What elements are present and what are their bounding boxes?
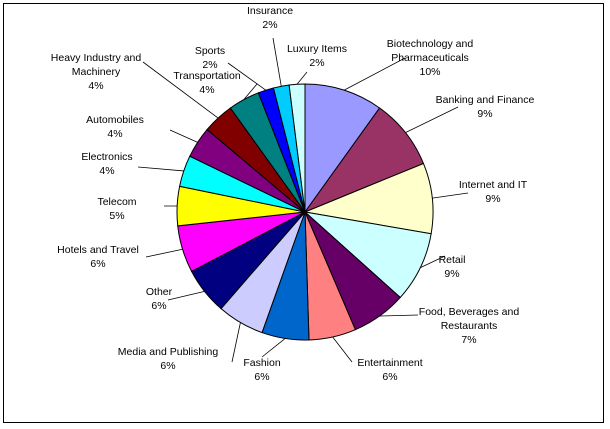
slice-label: Heavy Industry and Machinery 4% — [51, 52, 142, 92]
slice-percent: 2% — [309, 57, 324, 69]
slice-label: Hotels and Travel 6% — [57, 244, 139, 270]
slice-label: Media and Publishing 6% — [118, 346, 219, 372]
slice-name: Telecom — [97, 196, 136, 208]
leader-line — [297, 72, 307, 84]
slice-label: Biotechnology and Pharmaceuticals 10% — [387, 38, 474, 78]
leader-line — [170, 130, 198, 142]
slice-label: Retail 9% — [439, 254, 466, 280]
slice-label: Insurance 2% — [247, 5, 293, 31]
slice-percent: 4% — [199, 84, 214, 96]
leader-line — [380, 315, 418, 316]
slice-name: Insurance — [247, 5, 293, 17]
leader-line — [432, 193, 468, 198]
slice-label: Sports 2% — [195, 45, 225, 71]
slice-percent: 9% — [485, 193, 500, 205]
slice-name: Banking and Finance — [436, 94, 535, 106]
slice-name: Luxury Items — [287, 43, 347, 55]
leader-line — [232, 323, 240, 362]
leader-line — [146, 249, 183, 257]
slice-name: Machinery — [72, 66, 121, 78]
slice-name: Food, Beverages and — [419, 306, 520, 318]
slice-name: Hotels and Travel — [57, 244, 139, 256]
slice-label: Internet and IT 9% — [459, 179, 528, 205]
slice-name: Electronics — [81, 151, 132, 163]
slice-label: Banking and Finance 9% — [436, 94, 535, 120]
leader-line — [138, 167, 184, 171]
slice-percent: 6% — [90, 258, 105, 270]
slice-name: Entertainment — [357, 357, 422, 369]
slice-percent: 7% — [461, 334, 476, 346]
slice-name: Internet and IT — [459, 179, 528, 191]
slice-percent: 6% — [254, 371, 269, 383]
slice-name: Pharmaceuticals — [391, 52, 469, 64]
slice-percent: 6% — [382, 371, 397, 383]
leader-line — [405, 107, 458, 133]
slice-label: Telecom 5% — [97, 196, 136, 222]
slice-label: Food, Beverages and Restaurants 7% — [419, 306, 520, 346]
slice-name: Sports — [195, 45, 225, 57]
slice-name: Retail — [439, 254, 466, 266]
slice-label: Luxury Items 2% — [287, 43, 347, 69]
leader-line — [168, 291, 205, 300]
slice-name: Automobiles — [86, 114, 144, 126]
slice-percent: 6% — [160, 360, 175, 372]
slice-percent: 4% — [107, 128, 122, 140]
slice-label: Electronics 4% — [81, 151, 132, 177]
slice-percent: 9% — [444, 268, 459, 280]
slice-percent: 9% — [477, 108, 492, 120]
slice-name: Fashion — [243, 357, 281, 369]
slice-percent: 4% — [88, 80, 103, 92]
slice-percent: 5% — [109, 210, 124, 222]
slice-percent: 10% — [419, 66, 440, 78]
slice-percent: 2% — [202, 59, 217, 71]
slice-name: Biotechnology and — [387, 38, 474, 50]
leader-line — [273, 38, 281, 86]
slice-label: Entertainment 6% — [357, 357, 422, 383]
slice-percent: 6% — [151, 300, 166, 312]
leader-line — [262, 338, 285, 357]
leader-line — [333, 337, 352, 362]
slice-label: Fashion 6% — [243, 357, 281, 383]
slice-percent: 2% — [262, 19, 277, 31]
slice-name: Restaurants — [441, 320, 498, 332]
slice-name: Transportation — [173, 70, 240, 82]
slice-label: Other 6% — [146, 286, 173, 312]
slice-name: Heavy Industry and — [51, 52, 142, 64]
slice-label: Automobiles 4% — [86, 114, 144, 140]
slice-name: Media and Publishing — [118, 346, 219, 358]
slice-percent: 4% — [99, 165, 114, 177]
slice-name: Other — [146, 286, 173, 298]
